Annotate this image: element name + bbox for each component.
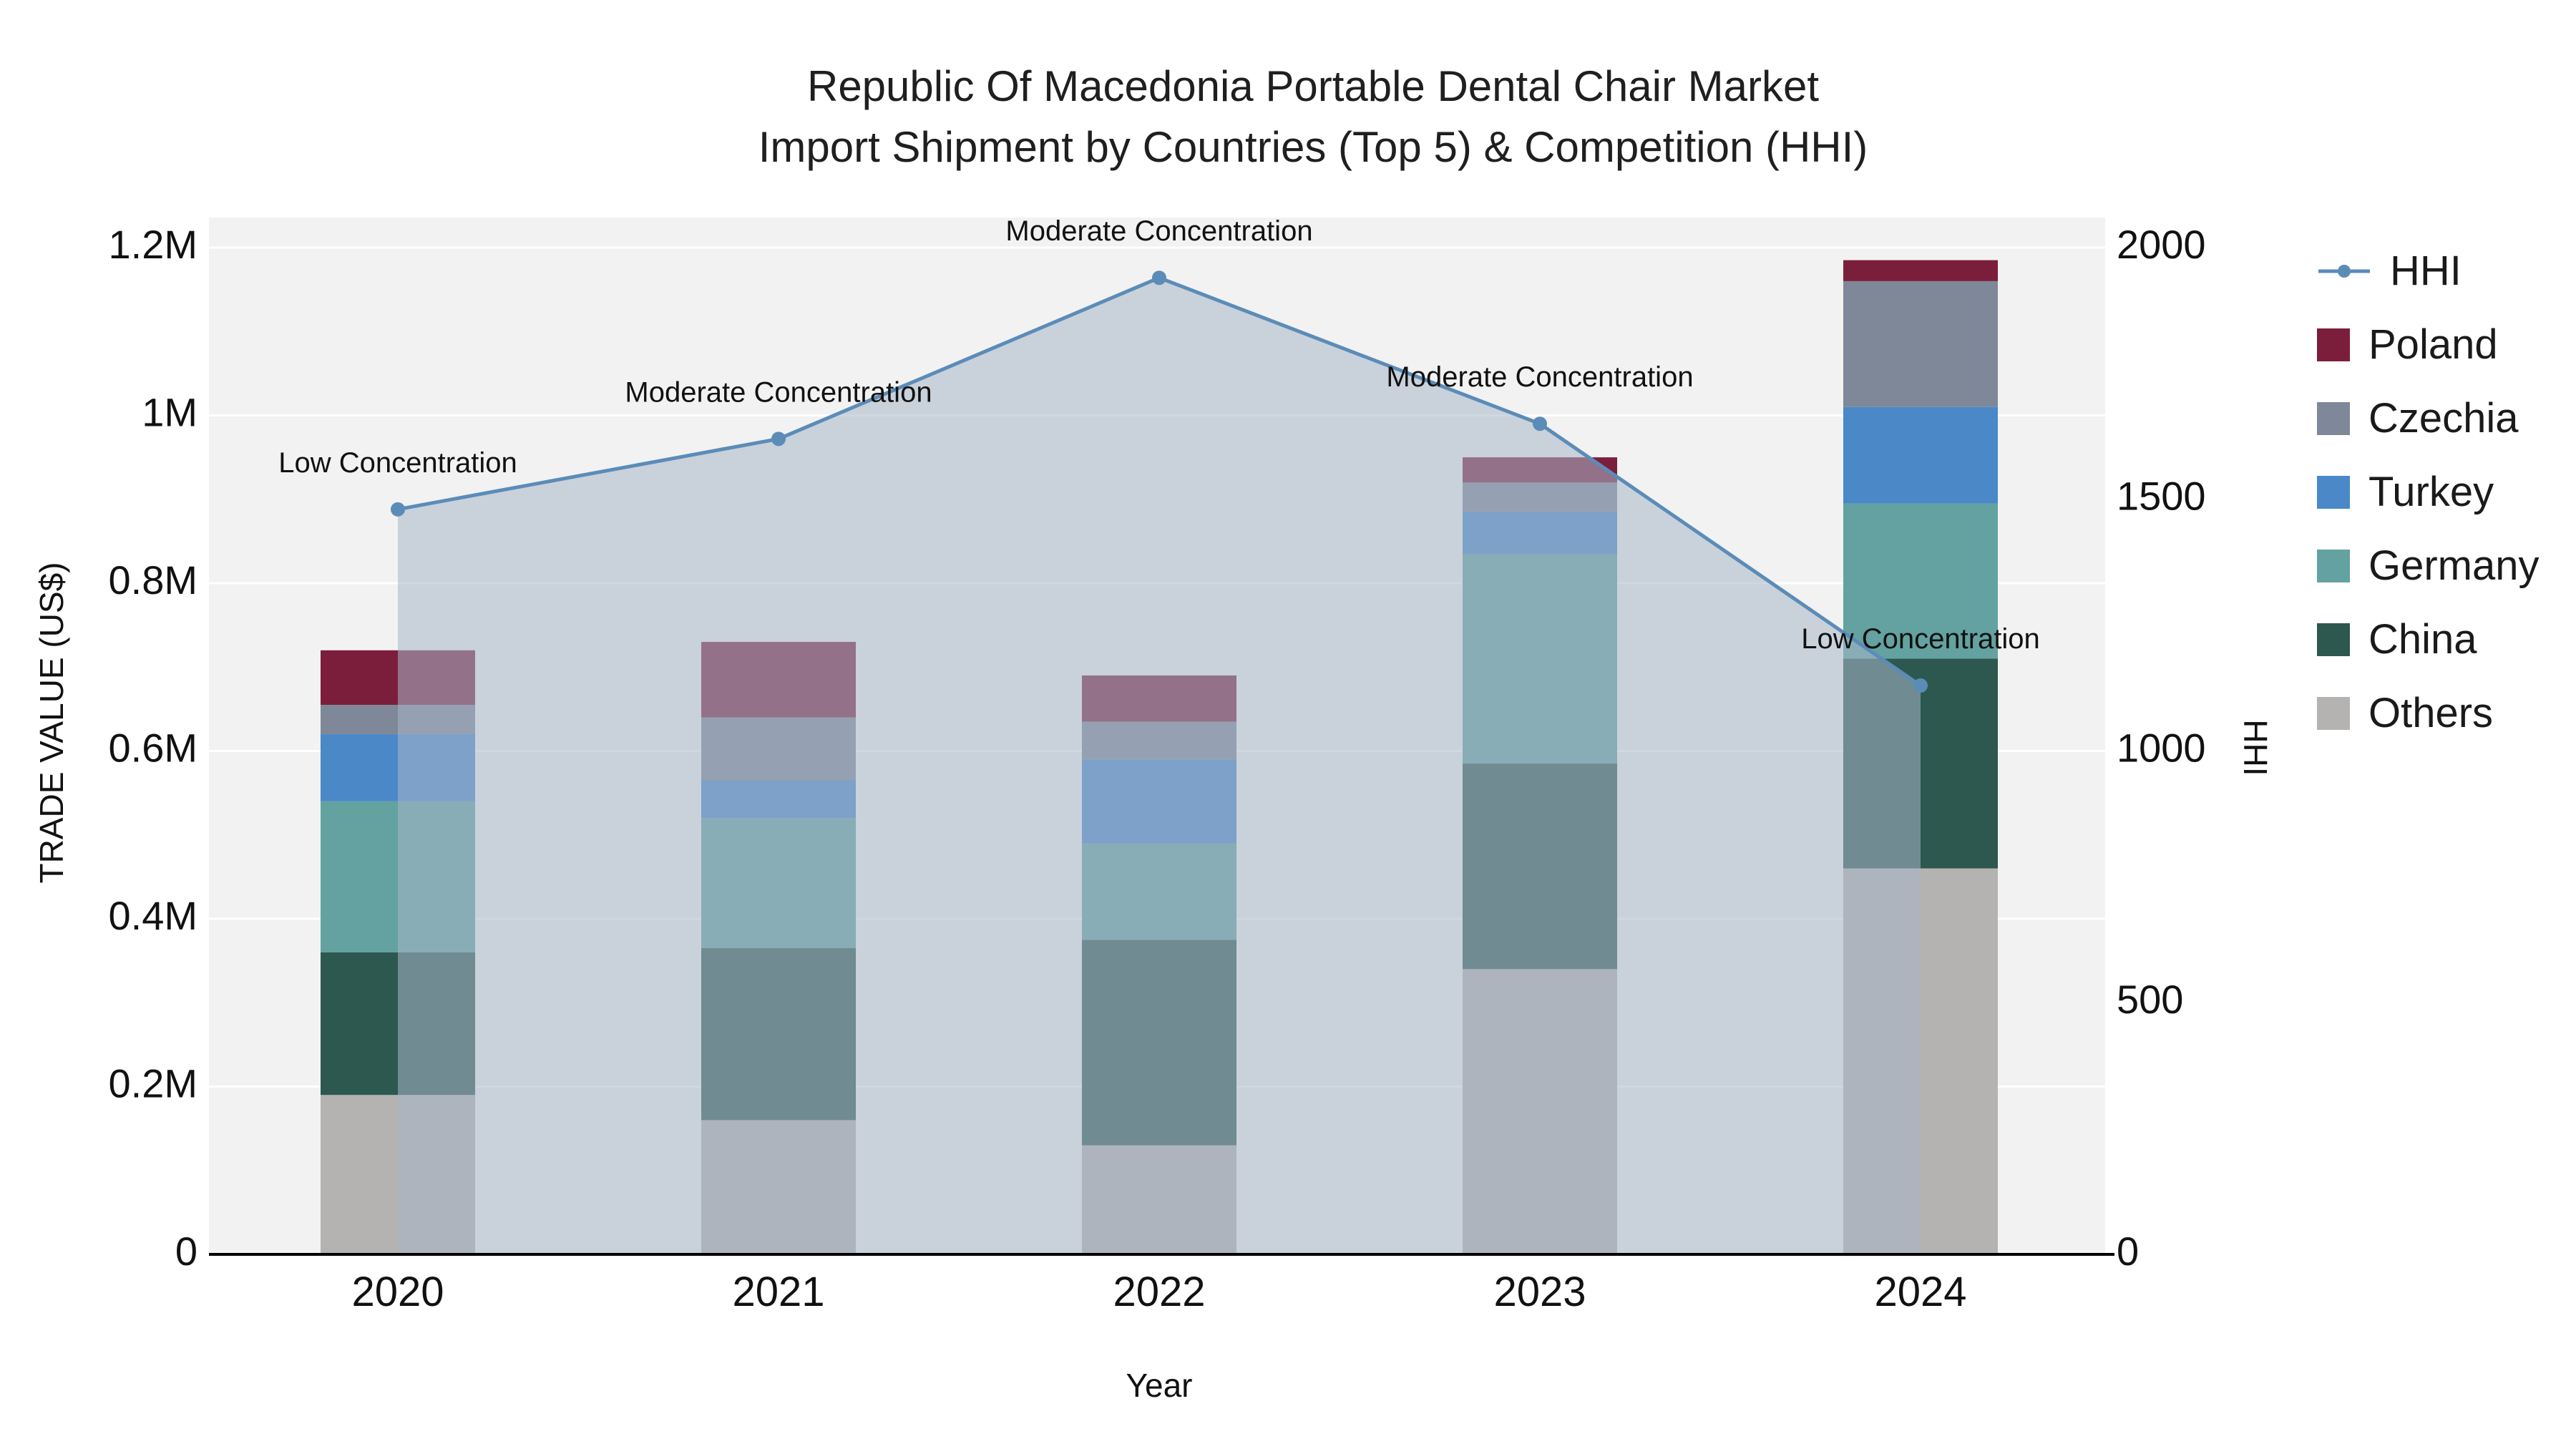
- y-tick-left: 0.4M: [109, 893, 198, 938]
- y-tick-left: 1.2M: [109, 222, 198, 267]
- hhi-marker-2023: [1533, 416, 1547, 431]
- legend-swatch-icon: [2317, 696, 2350, 730]
- hhi-annotation-2022: Moderate Concentration: [1005, 215, 1312, 247]
- legend-swatch-icon: [2317, 623, 2350, 656]
- legend-item-germany[interactable]: Germany: [2317, 542, 2540, 590]
- bar-segment-germany-2024: [1843, 503, 1998, 659]
- hhi-area-fill: [398, 278, 1921, 1255]
- hhi-annotation-2023: Moderate Concentration: [1386, 361, 1693, 393]
- y-axis-label-left: TRADE VALUE (US$): [33, 562, 70, 884]
- legend-item-label: Czechia: [2368, 395, 2519, 441]
- legend-item-czechia[interactable]: Czechia: [2317, 394, 2540, 442]
- hhi-annotation-2020: Low Concentration: [278, 447, 517, 479]
- legend: HHI Poland Czechia Turkey Germany China Others: [2317, 247, 2540, 737]
- legend-item-china[interactable]: China: [2317, 615, 2540, 663]
- x-tick-2022: 2022: [1113, 1269, 1205, 1315]
- legend-item-label: HHI: [2390, 248, 2462, 294]
- legend-item-poland[interactable]: Poland: [2317, 321, 2540, 369]
- bar-segment-turkey-2024: [1843, 406, 1998, 504]
- legend-swatch-icon: [2317, 401, 2350, 435]
- legend-item-label: Others: [2368, 690, 2494, 736]
- legend-item-hhi[interactable]: HHI: [2317, 247, 2540, 295]
- y-tick-right: 1000: [2117, 725, 2206, 770]
- y-tick-right: 2000: [2117, 222, 2206, 267]
- y-tick-right: 0: [2117, 1229, 2139, 1274]
- legend-swatch-icon: [2317, 328, 2350, 361]
- y-tick-left: 1M: [142, 389, 197, 434]
- x-tick-2023: 2023: [1493, 1269, 1586, 1315]
- legend-item-label: Turkey: [2368, 469, 2494, 515]
- legend-item-label: Germany: [2368, 542, 2540, 589]
- y-tick-left: 0.6M: [109, 725, 198, 770]
- legend-item-others[interactable]: Others: [2317, 689, 2540, 737]
- y-tick-right: 1500: [2117, 474, 2206, 519]
- legend-item-label: Poland: [2368, 321, 2498, 368]
- hhi-marker-2021: [771, 431, 786, 447]
- y-tick-left: 0.8M: [109, 557, 198, 602]
- bar-segment-poland-2024: [1843, 260, 1998, 281]
- y-tick-left: 0: [175, 1229, 197, 1274]
- x-tick-2024: 2024: [1874, 1269, 1966, 1315]
- legend-item-turkey[interactable]: Turkey: [2317, 468, 2540, 516]
- hhi-marker-2020: [391, 502, 405, 517]
- x-tick-2021: 2021: [732, 1269, 824, 1315]
- hhi-marker-2022: [1152, 270, 1166, 286]
- x-axis-label: Year: [1126, 1367, 1193, 1404]
- hhi-annotation-2021: Moderate Concentration: [625, 376, 932, 408]
- legend-swatch-icon: [2317, 475, 2350, 509]
- chart-title-line1: Republic Of Macedonia Portable Dental Ch…: [806, 62, 1819, 110]
- chart-title: Republic Of Macedonia Portable Dental Ch…: [50, 56, 2576, 177]
- y-tick-left: 0.2M: [109, 1060, 198, 1106]
- y-tick-right: 500: [2117, 977, 2183, 1022]
- hhi-annotation-2024: Low Concentration: [1801, 623, 2040, 655]
- chart-title-line2: Import Shipment by Countries (Top 5) & C…: [758, 123, 1868, 172]
- bar-segment-czechia-2024: [1843, 280, 1998, 407]
- legend-swatch-icon: [2317, 549, 2350, 582]
- legend-line-icon: [2318, 264, 2370, 278]
- legend-item-label: China: [2368, 616, 2477, 663]
- x-tick-2020: 2020: [351, 1269, 444, 1315]
- hhi-marker-2024: [1913, 678, 1928, 693]
- y-axis-label-right: HHI: [2237, 719, 2274, 776]
